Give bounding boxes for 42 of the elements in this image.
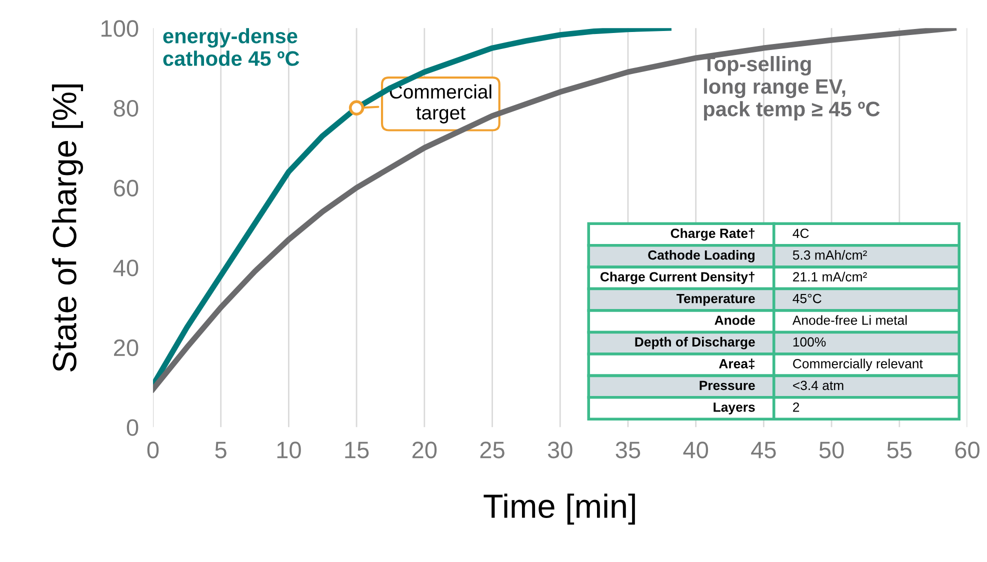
x-tick-label: 15 — [345, 442, 369, 458]
x-tick-label: 20 — [412, 442, 437, 458]
annotation: Temperature — [676, 294, 755, 306]
x-tick-label: 60 — [955, 442, 980, 458]
annotation: Commercial target — [390, 84, 492, 124]
x-tick-label: 5 — [215, 442, 226, 458]
annotation: Anode-free Li metal — [792, 315, 907, 325]
annotation: Charge Current Density† — [600, 272, 754, 284]
text: energy-dense cathode 45 ºC — [163, 28, 300, 66]
y-tick-label: 40 — [113, 260, 138, 276]
annotation: Commercially relevant — [793, 358, 923, 371]
annotation: Area‡ — [718, 358, 754, 370]
y-tick-label: 100 — [102, 20, 138, 37]
annotation: 4C — [792, 228, 809, 238]
x-tick-label: 35 — [616, 442, 640, 458]
annotation: 45°C — [792, 294, 822, 304]
x-tick-label: 30 — [548, 442, 572, 458]
y-tick-label: 0 — [126, 419, 138, 436]
annotation: Charge Rate† — [670, 228, 754, 241]
annotation: Anode — [714, 315, 755, 325]
x-tick-label: 25 — [480, 442, 504, 458]
annotation: 21.1 mA/cm² — [793, 272, 867, 282]
y-axis-title: State of Charge [%] — [52, 84, 84, 372]
y-tick-label: 60 — [114, 180, 138, 196]
annotation: Layers — [714, 402, 755, 414]
x-tick-label: 50 — [819, 442, 844, 458]
x-axis-title: Time [min] — [484, 494, 635, 525]
x-tick-label: 55 — [887, 442, 912, 458]
annotation: 100% — [793, 337, 826, 347]
annotation: Depth of Discharge — [635, 336, 755, 350]
annotation: 5.3 mAh/cm² — [792, 250, 867, 260]
x-tick-label: 10 — [277, 442, 301, 458]
annotation: <3.4 atm — [793, 380, 844, 390]
y-tick-label: 20 — [114, 339, 138, 356]
annotation: Cathode Loading — [648, 250, 754, 262]
x-tick-label: 40 — [683, 442, 708, 458]
x-tick-label: 0 — [147, 442, 159, 458]
annotation: Pressure — [700, 380, 755, 390]
series-label: Top-selling long range EV, pack temp ≥ 45 ºC — [702, 56, 880, 121]
annotation: 2 — [793, 402, 800, 412]
y-tick-label: 80 — [114, 100, 138, 117]
x-tick-label: 45 — [751, 442, 776, 458]
